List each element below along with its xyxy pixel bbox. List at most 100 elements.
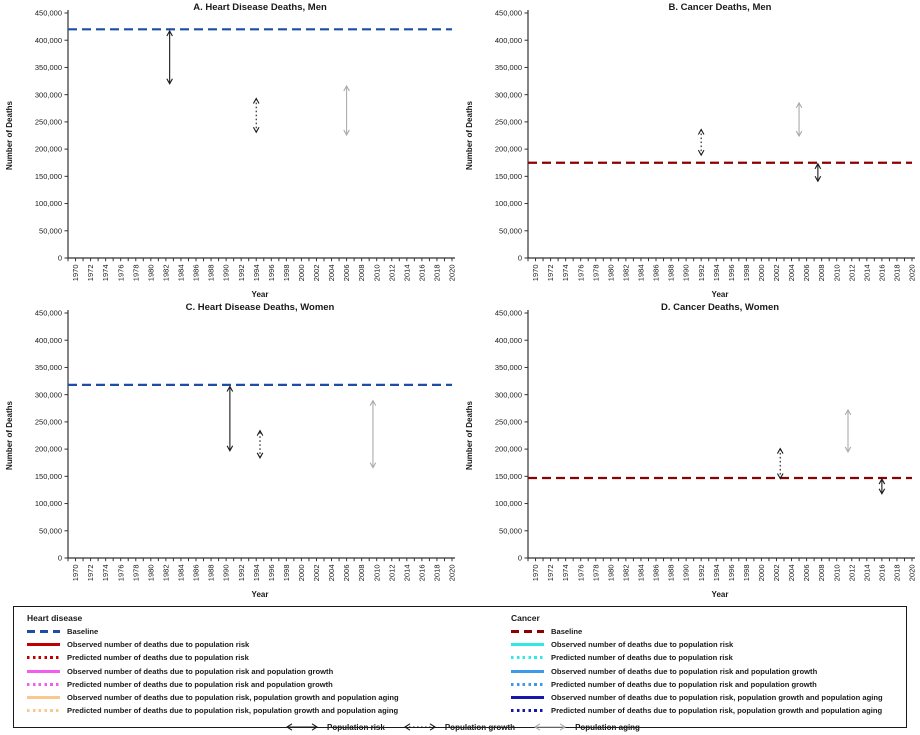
y-tick-label: 400,000 <box>495 336 522 345</box>
x-tick-label: 1992 <box>237 565 246 582</box>
x-tick-label: 2016 <box>877 265 886 282</box>
x-tick-label: 2008 <box>357 565 366 582</box>
x-tick-label: 1988 <box>667 265 676 282</box>
y-tick-label: 50,000 <box>39 226 62 235</box>
legend-line-swatch <box>511 656 544 660</box>
y-tick-label: 250,000 <box>495 417 522 426</box>
population-risk-arrow <box>814 162 822 183</box>
legend-item: Predicted number of deaths due to popula… <box>27 704 511 717</box>
y-tick-label: 50,000 <box>499 526 522 535</box>
y-tick-label: 300,000 <box>35 390 62 399</box>
legend-line-swatch <box>27 630 60 634</box>
x-tick-label: 2014 <box>862 565 871 582</box>
x-tick-label: 2020 <box>908 565 917 582</box>
chart-heart-women: C. Heart Disease Deaths, Women 0 50,000 100… <box>5 302 457 599</box>
x-tick-label: 1974 <box>101 565 110 582</box>
x-tick-label: 1986 <box>652 565 661 582</box>
population-growth-arrow <box>252 97 260 134</box>
legend-line-swatch <box>511 669 544 673</box>
legend-heart-disease: Heart disease Baseline Observed number of… <box>27 612 511 717</box>
legend-cancer-items: Baseline Observed number of deaths due to… <box>511 625 896 717</box>
x-tick-label: 1976 <box>116 565 125 582</box>
legend-line-swatch <box>27 709 60 713</box>
x-tick-label: 2018 <box>893 265 902 282</box>
x-tick-label: 2000 <box>757 265 766 282</box>
x-tick-label: 1976 <box>576 565 585 582</box>
y-tick-label: 0 <box>518 554 522 563</box>
legend-line-swatch <box>511 696 544 700</box>
population-risk-arrow <box>166 29 173 85</box>
x-tick-label: 2004 <box>327 265 336 282</box>
x-tick-label: 1976 <box>116 265 125 282</box>
x-axis-title: Year <box>712 590 729 599</box>
x-tick-label: 1970 <box>71 265 80 282</box>
population-growth-arrow <box>697 128 705 157</box>
x-tick-label: 1988 <box>207 565 216 582</box>
chart-cancer-men: B. Cancer Deaths, Men 0 50,000 100,000 150,0… <box>465 2 917 299</box>
x-tick-label: 2002 <box>772 265 781 282</box>
double-arrow-icon <box>286 723 319 731</box>
y-tick-label: 250,000 <box>35 117 62 126</box>
x-tick-label: 1984 <box>177 265 186 282</box>
panel-heart-men: A. Heart Disease Deaths, Men 0 50,000 100,0… <box>0 0 460 300</box>
x-tick-label: 2016 <box>877 565 886 582</box>
legend-cancer-header: Cancer <box>511 613 540 623</box>
x-tick-label: 1992 <box>697 565 706 582</box>
x-tick-label: 2002 <box>772 565 781 582</box>
x-tick-label: 2006 <box>342 565 351 582</box>
population-risk-arrow <box>878 477 886 495</box>
x-tick-label: 2018 <box>433 565 442 582</box>
y-tick-label: 50,000 <box>39 526 62 535</box>
panel-grid: A. Heart Disease Deaths, Men 0 50,000 100,0… <box>0 0 917 599</box>
x-tick-label: 2000 <box>297 265 306 282</box>
x-tick-label: 1982 <box>161 565 170 582</box>
x-tick-label: 2018 <box>433 265 442 282</box>
x-tick-label: 1986 <box>652 265 661 282</box>
legend-item: Observed number of deaths due to populat… <box>27 691 511 704</box>
population-aging-legend: Population aging <box>531 722 640 732</box>
arrow-legend-label: Population growth <box>444 722 516 732</box>
x-tick-label: 2006 <box>802 565 811 582</box>
x-tick-label: 1980 <box>146 265 155 282</box>
legend-item: Predicted number of deaths due to popula… <box>511 678 896 691</box>
y-tick-label: 200,000 <box>35 145 62 154</box>
y-tick-label: 150,000 <box>35 172 62 181</box>
arrow-legend: Population risk Population growth Populati… <box>27 720 896 734</box>
y-tick-label: 200,000 <box>35 445 62 454</box>
x-tick-label: 1974 <box>101 265 110 282</box>
legend-cancer: Cancer Baseline Observed number of deaths… <box>511 612 896 717</box>
x-tick-label: 2014 <box>402 265 411 282</box>
legend-item-label: Predicted number of deaths due to popula… <box>551 679 817 689</box>
x-tick-label: 2008 <box>357 265 366 282</box>
y-tick-label: 0 <box>518 254 522 263</box>
x-tick-label: 1990 <box>222 565 231 582</box>
population-aging-arrow <box>844 408 852 453</box>
x-tick-label: 2016 <box>417 265 426 282</box>
x-tick-label: 2002 <box>312 565 321 582</box>
x-tick-label: 1998 <box>282 565 291 582</box>
legend-line-swatch <box>511 630 544 634</box>
x-tick-label: 2010 <box>832 565 841 582</box>
legend-line-swatch <box>27 656 60 660</box>
legend-item-label: Observed number of deaths due to populat… <box>551 640 734 650</box>
legend-line-swatch <box>27 682 60 686</box>
x-tick-label: 2020 <box>448 265 457 282</box>
legend-item: Baseline <box>511 625 896 638</box>
x-tick-label: 1990 <box>682 565 691 582</box>
population-aging-arrow <box>369 399 377 469</box>
legend-item-label: Predicted number of deaths due to popula… <box>551 706 883 716</box>
panel-title: A. Heart Disease Deaths, Men <box>193 2 327 13</box>
y-tick-label: 0 <box>58 254 62 263</box>
x-tick-label: 2016 <box>417 565 426 582</box>
double-arrow-icon <box>403 723 436 731</box>
panel-title: C. Heart Disease Deaths, Women <box>186 302 335 313</box>
legend-item: Observed number of deaths due to populat… <box>27 665 511 678</box>
x-tick-label: 1990 <box>682 265 691 282</box>
x-tick-label: 1996 <box>727 565 736 582</box>
x-tick-label: 1994 <box>712 265 721 282</box>
y-tick-label: 450,000 <box>495 309 522 318</box>
y-tick-label: 450,000 <box>495 9 522 18</box>
population-growth-legend: Population growth <box>401 722 515 732</box>
x-tick-label: 1978 <box>131 265 140 282</box>
